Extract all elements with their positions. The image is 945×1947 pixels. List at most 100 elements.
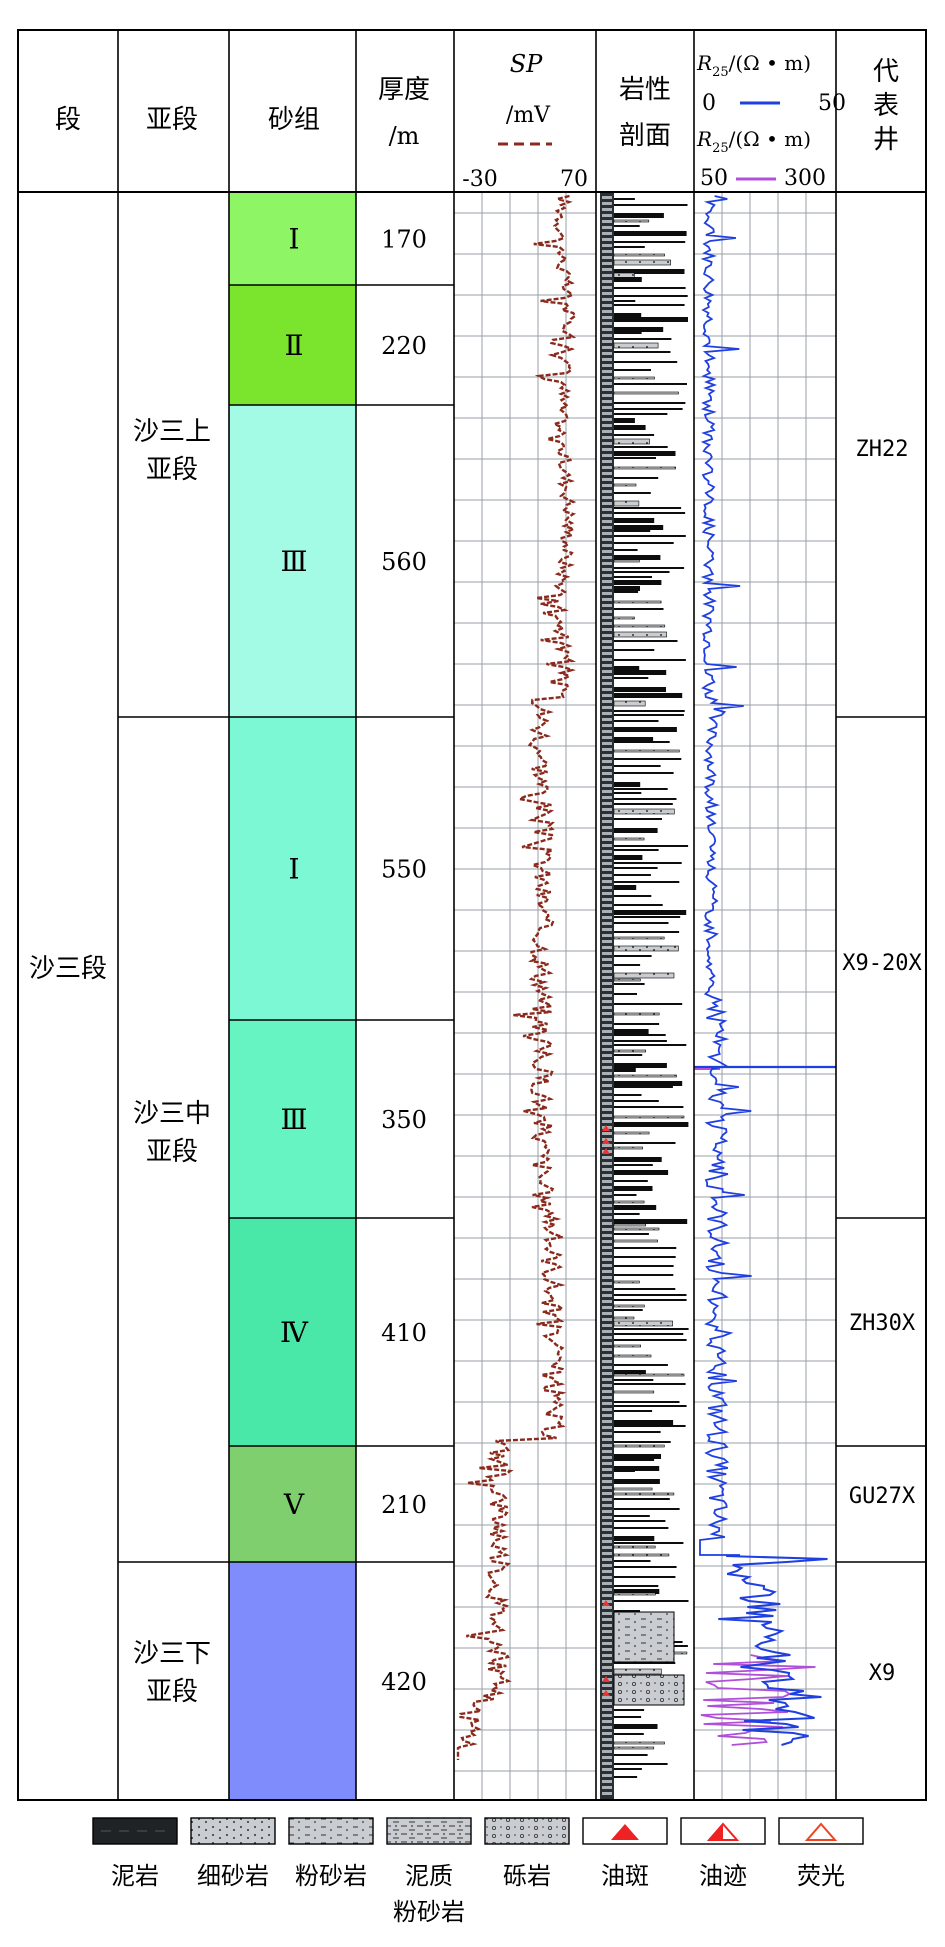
lithology-bed xyxy=(614,246,645,248)
thickness-column: 170 220 560 550 350 410 210 420 xyxy=(381,226,427,1697)
lithology-bed xyxy=(614,1213,640,1215)
lithology-bed xyxy=(614,1542,684,1544)
sp-track-grid xyxy=(454,192,596,1800)
r25-curve-0-50 xyxy=(699,195,752,1556)
lithology-bed xyxy=(614,1520,666,1522)
lithology-bed xyxy=(614,1256,676,1258)
lithology-bed xyxy=(614,1029,649,1034)
thickness-value: 220 xyxy=(381,332,427,360)
lithology-bed xyxy=(614,862,682,864)
lithology-bed xyxy=(613,1239,658,1243)
lithology-bed xyxy=(614,1527,669,1529)
sand-group-label: Ⅳ xyxy=(280,1316,309,1349)
lithology-bed xyxy=(614,580,662,585)
thickness-value: 550 xyxy=(381,856,427,884)
sand-group-cell xyxy=(229,405,356,717)
lithology-bed xyxy=(614,1086,673,1088)
lithology-bed xyxy=(614,1479,660,1484)
siltstone-pattern xyxy=(288,1817,374,1845)
sand-group-column: Ⅰ Ⅱ Ⅲ Ⅰ Ⅲ Ⅳ Ⅴ xyxy=(229,192,356,1800)
muddy-siltstone-pattern xyxy=(386,1817,472,1845)
lithology-bed xyxy=(614,1023,660,1025)
lithology-bed xyxy=(614,727,677,732)
lithology-bed xyxy=(614,1405,687,1407)
r25-curve-deep xyxy=(718,1555,828,1746)
lithology-bed xyxy=(614,1560,651,1562)
lithology-bed xyxy=(614,518,655,523)
lithology-bed xyxy=(614,659,686,661)
lithology-bed xyxy=(614,535,686,537)
lithology-bed xyxy=(614,413,668,415)
lithology-bed xyxy=(613,1131,650,1135)
svg-text:亚段: 亚段 xyxy=(146,455,198,485)
header-r25-scale2-max: 300 xyxy=(784,166,826,191)
lithology-bed xyxy=(614,1106,684,1108)
lithology-bed xyxy=(614,1498,670,1500)
lithology-bed xyxy=(614,512,686,514)
lithology-bed xyxy=(614,1081,683,1086)
lithology-bed xyxy=(614,213,664,218)
legend-item: 粉砂岩 xyxy=(288,1817,374,1890)
svg-text:沙三上: 沙三上 xyxy=(133,417,211,447)
lithology-bed xyxy=(614,608,664,610)
header-well-line2: 表 xyxy=(873,91,899,121)
lithology-bed xyxy=(614,1054,643,1056)
lithology-bed xyxy=(613,837,645,841)
header-r25-scale1-max: 50 xyxy=(818,91,846,116)
lithology-bed xyxy=(613,624,666,628)
lithology-bed xyxy=(614,1610,640,1612)
lithology-bed xyxy=(614,1067,636,1072)
lithology-bed xyxy=(614,964,641,966)
lithology-bed xyxy=(614,1425,686,1427)
lithology-bed xyxy=(613,631,667,638)
lithology-bed xyxy=(614,351,671,353)
legend-label: 粉砂岩 xyxy=(393,1898,465,1926)
lithology-bed xyxy=(614,895,652,897)
lithology-bed xyxy=(614,434,655,436)
lithology-bed xyxy=(613,616,635,620)
lithology-bed xyxy=(614,1420,674,1425)
lithology-bed xyxy=(614,402,686,404)
oil-spot-mark xyxy=(602,1125,610,1131)
lithology-bed xyxy=(613,1049,647,1053)
lithology-bed xyxy=(614,1328,689,1330)
lithology-bed xyxy=(614,1044,687,1046)
header-r25-scale2-min: 50 xyxy=(700,166,728,191)
lithology-bed xyxy=(614,576,652,578)
svg-text:亚段: 亚段 xyxy=(146,1137,198,1167)
lithology-bed xyxy=(614,1157,662,1162)
lithology-bed xyxy=(613,500,640,507)
lithology-bed xyxy=(614,772,674,774)
lithology-bed xyxy=(614,1274,674,1276)
lithology-bed xyxy=(613,1012,660,1016)
lithology-bed xyxy=(614,670,667,675)
legend-item: 荧光 xyxy=(778,1817,864,1890)
thickness-value: 170 xyxy=(381,226,427,254)
lithology-bed xyxy=(614,885,637,890)
lithology-bed xyxy=(614,955,652,957)
well-label: ZH30X xyxy=(849,1311,916,1336)
lithology-bed xyxy=(614,649,655,651)
lithology-bed xyxy=(614,327,664,332)
lithology-bed xyxy=(614,741,670,743)
lithology-bed xyxy=(613,1316,635,1320)
lithology-bed xyxy=(613,1492,675,1496)
lithology-bed xyxy=(614,1768,642,1770)
lithology-bed xyxy=(614,418,635,423)
lithology-bed xyxy=(613,391,679,395)
lithology-bed xyxy=(614,198,635,200)
sand-group-cell xyxy=(229,1446,356,1562)
well-label: X9 xyxy=(869,1661,896,1686)
lithology-bed xyxy=(614,1754,648,1756)
lithology-bed xyxy=(613,1146,643,1150)
lithology-bed xyxy=(614,549,638,551)
lithology-bed xyxy=(614,1364,668,1366)
sand-group-cell xyxy=(229,1218,356,1446)
header-r25-scale1-min: 0 xyxy=(702,91,716,116)
lithology-bed xyxy=(614,425,646,430)
legend-item: 细砂岩 xyxy=(190,1817,276,1890)
header-row: 段 亚段 砂组 厚度 /m SP /mV -30 70 岩性 剖面 R25/(Ω… xyxy=(55,50,899,192)
lithology-bed xyxy=(614,1536,655,1541)
lithology-bed xyxy=(613,1304,645,1308)
lithology-bed xyxy=(613,749,680,753)
